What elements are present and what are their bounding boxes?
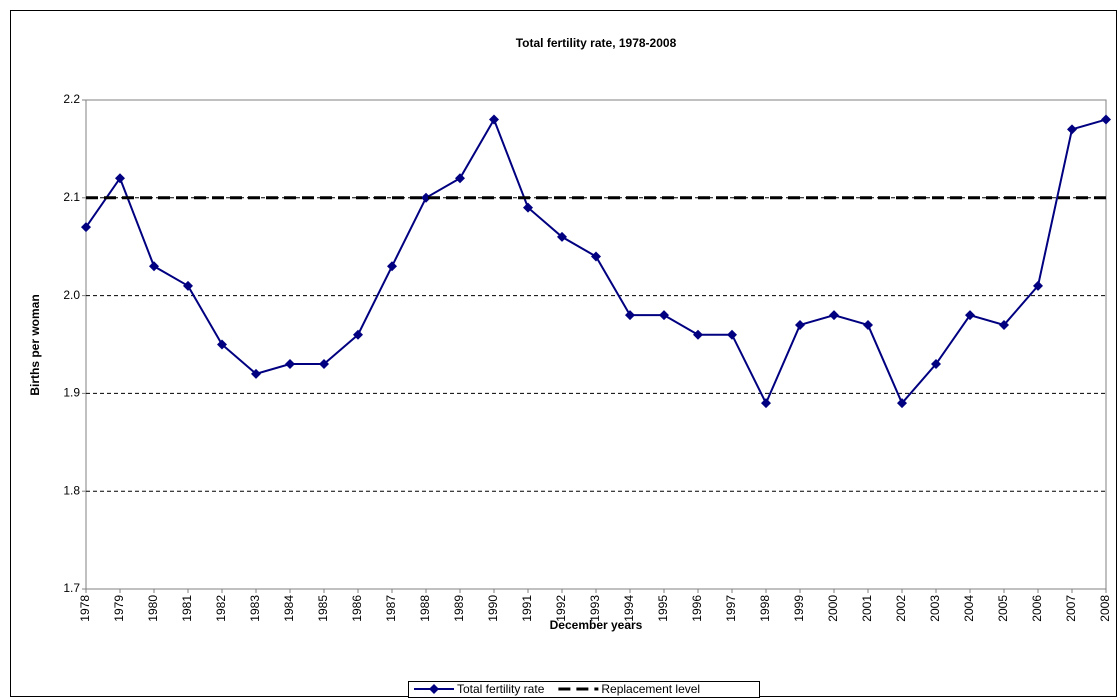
x-tick-label: 1988 (418, 595, 432, 622)
marker (387, 261, 397, 272)
x-tick-label: 2006 (1030, 595, 1044, 622)
plot-area (85, 99, 1107, 590)
marker (183, 280, 193, 291)
marker (693, 329, 703, 340)
marker (557, 231, 567, 242)
x-tick-label: 1982 (214, 595, 228, 622)
x-tick-label: 1987 (384, 595, 398, 622)
marker (1067, 124, 1077, 135)
marker (931, 359, 941, 370)
x-tick-label: 1991 (520, 595, 534, 622)
x-tick-label: 1978 (78, 595, 92, 622)
marker (489, 114, 499, 125)
marker (863, 319, 873, 330)
y-tick-label: 1.7 (63, 581, 80, 595)
x-tick-label: 1981 (180, 595, 194, 622)
x-tick-label: 1984 (282, 595, 296, 622)
marker (727, 329, 737, 340)
marker (1033, 280, 1043, 291)
marker (999, 319, 1009, 330)
x-tick-label: 2001 (860, 595, 874, 622)
marker (115, 173, 125, 184)
x-tick-label: 1998 (758, 595, 772, 622)
marker (81, 222, 91, 233)
legend-label: Replacement level (601, 682, 700, 696)
marker (625, 310, 635, 321)
x-tick-label: 1994 (622, 595, 636, 622)
marker (319, 359, 329, 370)
y-tick-label: 2.1 (63, 190, 80, 204)
x-tick-label: 1992 (554, 595, 568, 622)
marker (421, 192, 431, 203)
x-tick-label: 2003 (928, 595, 942, 622)
x-tick-label: 1979 (112, 595, 126, 622)
x-tick-label: 1985 (316, 595, 330, 622)
marker (829, 310, 839, 321)
x-tick-label: 2002 (894, 595, 908, 622)
legend-label: Total fertility rate (457, 682, 545, 696)
x-tick-label: 1986 (350, 595, 364, 622)
x-tick-label: 1989 (452, 595, 466, 622)
marker (285, 359, 295, 370)
x-tick-label: 2007 (1064, 595, 1078, 622)
chart-title: Total fertility rate, 1978-2008 (516, 36, 677, 50)
x-tick-label: 1983 (248, 595, 262, 622)
x-tick-label: 2005 (996, 595, 1010, 622)
y-axis-label: Births per woman (28, 294, 42, 395)
marker (659, 310, 669, 321)
marker (353, 329, 363, 340)
marker (455, 173, 465, 184)
marker (217, 339, 227, 350)
y-tick-label: 2.0 (63, 288, 80, 302)
marker (1101, 114, 1111, 125)
x-tick-label: 2004 (962, 595, 976, 622)
x-tick-label: 1996 (690, 595, 704, 622)
marker (149, 261, 159, 272)
marker (965, 310, 975, 321)
x-tick-label: 1990 (486, 595, 500, 622)
y-tick-label: 2.2 (63, 92, 80, 106)
x-axis-label: December years (550, 618, 643, 632)
marker (795, 319, 805, 330)
marker (251, 368, 261, 379)
x-tick-label: 1997 (724, 595, 738, 622)
x-tick-label: 1980 (146, 595, 160, 622)
x-tick-label: 2008 (1098, 595, 1112, 622)
marker (523, 202, 533, 213)
y-tick-label: 1.9 (63, 386, 80, 400)
y-tick-label: 1.8 (63, 483, 80, 497)
x-tick-label: 2000 (826, 595, 840, 622)
legend-marker (429, 684, 439, 694)
marker (897, 398, 907, 409)
marker (761, 398, 771, 409)
x-tick-label: 1993 (588, 595, 602, 622)
x-tick-label: 1999 (792, 595, 806, 622)
x-tick-label: 1995 (656, 595, 670, 622)
legend: Total fertility rate Replacement level (408, 681, 760, 698)
marker (591, 251, 601, 262)
